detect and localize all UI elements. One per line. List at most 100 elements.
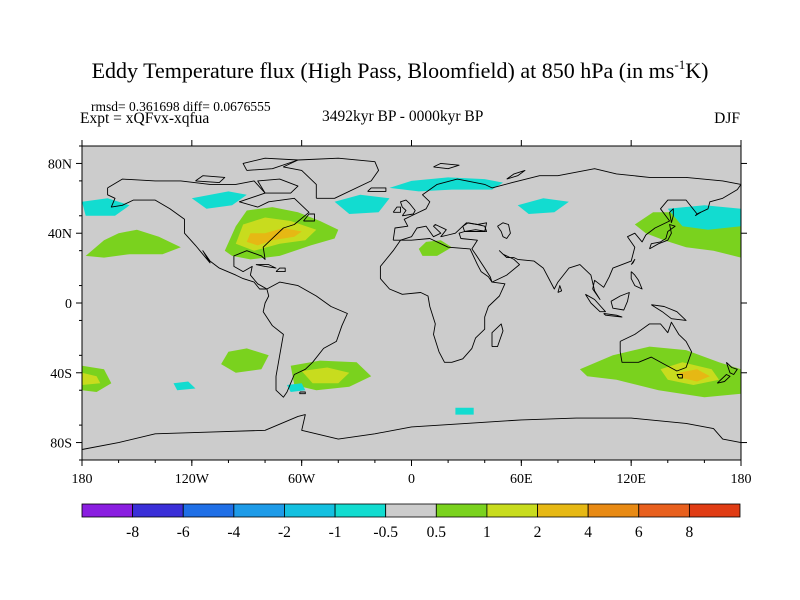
coastline-victoria-island — [195, 175, 226, 184]
anomaly-nw-pacific — [667, 205, 741, 230]
lon-tick-label: 60E — [510, 472, 533, 487]
colorbar-label: 0.5 — [427, 524, 447, 541]
anomaly-north-atlantic-sub — [334, 194, 390, 214]
coastline-greenland — [282, 157, 380, 199]
anomaly-sw-pacific-small — [287, 383, 306, 392]
coastline-ellesmere-island — [242, 157, 299, 171]
season-label: DJF — [714, 110, 740, 127]
lat-tick-label: 80N — [48, 157, 72, 172]
anomaly-southern-pacific-east — [221, 348, 269, 373]
anomaly-australia-peak — [678, 369, 710, 382]
coastline-new-zealand-south — [716, 374, 731, 384]
colorbar-label: 1 — [483, 524, 491, 541]
colorbar-swatch — [182, 503, 235, 518]
colorbar-label: -2 — [278, 524, 291, 541]
lat-tick-label: 0 — [65, 297, 72, 312]
anomaly-north-pacific-east — [85, 229, 181, 258]
coastline-madagascar — [491, 323, 504, 348]
colorbar-swatch — [486, 503, 538, 518]
anomaly-layer — [82, 177, 741, 415]
lat-tick-label: 80S — [50, 437, 72, 452]
coastline-south-america — [262, 281, 348, 398]
lat-tick-label: 40S — [50, 367, 72, 382]
anomaly-hudson-bay — [191, 191, 247, 209]
colorbar-swatch — [638, 503, 690, 518]
colorbar-label: 4 — [584, 524, 592, 541]
coastline-sakhalin — [669, 208, 674, 223]
anomaly-north-atlantic-azores — [418, 240, 452, 256]
coastline-cuba — [255, 264, 277, 269]
anomaly-siberia-east — [517, 198, 569, 214]
coastline-taiwan — [630, 258, 636, 265]
colorbar-label: -6 — [177, 524, 190, 541]
coastline-layer — [81, 157, 742, 450]
coastline-antarctica — [81, 414, 742, 450]
period-line: 3492kyr BP - 0000kyr BP — [322, 108, 484, 125]
coastline-kamchatka-islands — [694, 211, 702, 217]
coastline-new-guinea — [651, 304, 687, 321]
colorbar-swatch — [435, 503, 488, 518]
map-background — [82, 146, 741, 460]
stats-line: rmsd= 0.361698 diff= 0.0676555 — [91, 99, 271, 114]
coastline-java — [603, 313, 623, 318]
coastline-philippines — [630, 271, 643, 290]
map-plot-area — [81, 145, 742, 461]
coastline-falklands — [299, 391, 306, 395]
anomaly-north-pacific-central — [82, 198, 130, 216]
colorbar-label: 2 — [534, 524, 542, 541]
coastline-australia — [619, 321, 693, 372]
coastline-borneo — [610, 292, 630, 311]
colorbar-swatch — [132, 503, 184, 518]
experiment-line: Expt = xQFvx-xqfua — [80, 110, 210, 127]
coastline-sumatra — [585, 293, 606, 313]
colorbar: -8 -6 -4 -2 -1 -0.5 0.5 1 2 4 6 8 — [81, 503, 741, 541]
coastline-japan — [649, 224, 676, 250]
colorbar-label: 8 — [686, 524, 694, 541]
colorbar-swatch — [587, 503, 640, 518]
colorbar-label: -4 — [227, 524, 240, 541]
colorbar-swatch — [233, 503, 285, 518]
colorbar-label: -0.5 — [373, 524, 398, 541]
title-suffix: K) — [685, 58, 709, 83]
coastline-north-america — [107, 178, 310, 290]
lat-axis: 80N 40N 0 40S 80S — [48, 145, 747, 461]
anomaly-south-pacific-west-core — [82, 372, 101, 385]
coastline-novaya-zemlya — [506, 169, 526, 180]
colorbar-swatch — [284, 503, 336, 518]
coastline-svalbard — [433, 162, 460, 170]
coastline-newfoundland — [303, 213, 315, 222]
colorbar-swatch — [334, 503, 387, 518]
coastline-iceland — [367, 187, 387, 192]
coastline-great-britain — [400, 199, 416, 217]
coastline-sri-lanka — [557, 285, 563, 293]
anomaly-south-atlantic-small — [173, 381, 196, 391]
lon-tick-label: 180 — [731, 472, 752, 487]
coastline-africa — [379, 238, 506, 363]
colorbar-label: -1 — [329, 524, 342, 541]
coastline-new-zealand-north — [725, 361, 738, 375]
anomaly-arctic-greenland-sea — [389, 177, 503, 192]
page-title: Eddy Temperature flux (High Pass, Bloomf… — [0, 58, 800, 84]
anomaly-indian-ocean-small — [455, 407, 474, 415]
coastline-tasmania — [676, 374, 683, 379]
title-main: Eddy Temperature flux (High Pass, Bloomf… — [91, 58, 675, 83]
coastline-hispaniola — [275, 267, 286, 273]
lon-axis: 180 120W 60W 0 60E 120E 180 — [72, 140, 752, 487]
coastline-baffin-island — [257, 178, 299, 194]
lon-tick-label: 120W — [175, 472, 210, 487]
coastline-ireland — [392, 206, 401, 213]
lon-tick-label: 60W — [288, 472, 316, 487]
anomaly-southern-atlantic-core — [301, 367, 350, 384]
title-superscript: -1 — [674, 57, 686, 72]
coastline-black-sea — [462, 222, 488, 232]
colorbar-swatch — [537, 503, 589, 518]
anomaly-australia-southern-ocean — [579, 346, 741, 398]
lon-tick-label: 0 — [408, 472, 415, 487]
colorbar-swatch — [385, 503, 437, 518]
lon-tick-label: 120E — [616, 472, 646, 487]
colorbar-swatch — [81, 503, 134, 518]
colorbar-swatch — [688, 503, 741, 518]
colorbar-label: -8 — [126, 524, 139, 541]
colorbar-label: 6 — [635, 524, 643, 541]
